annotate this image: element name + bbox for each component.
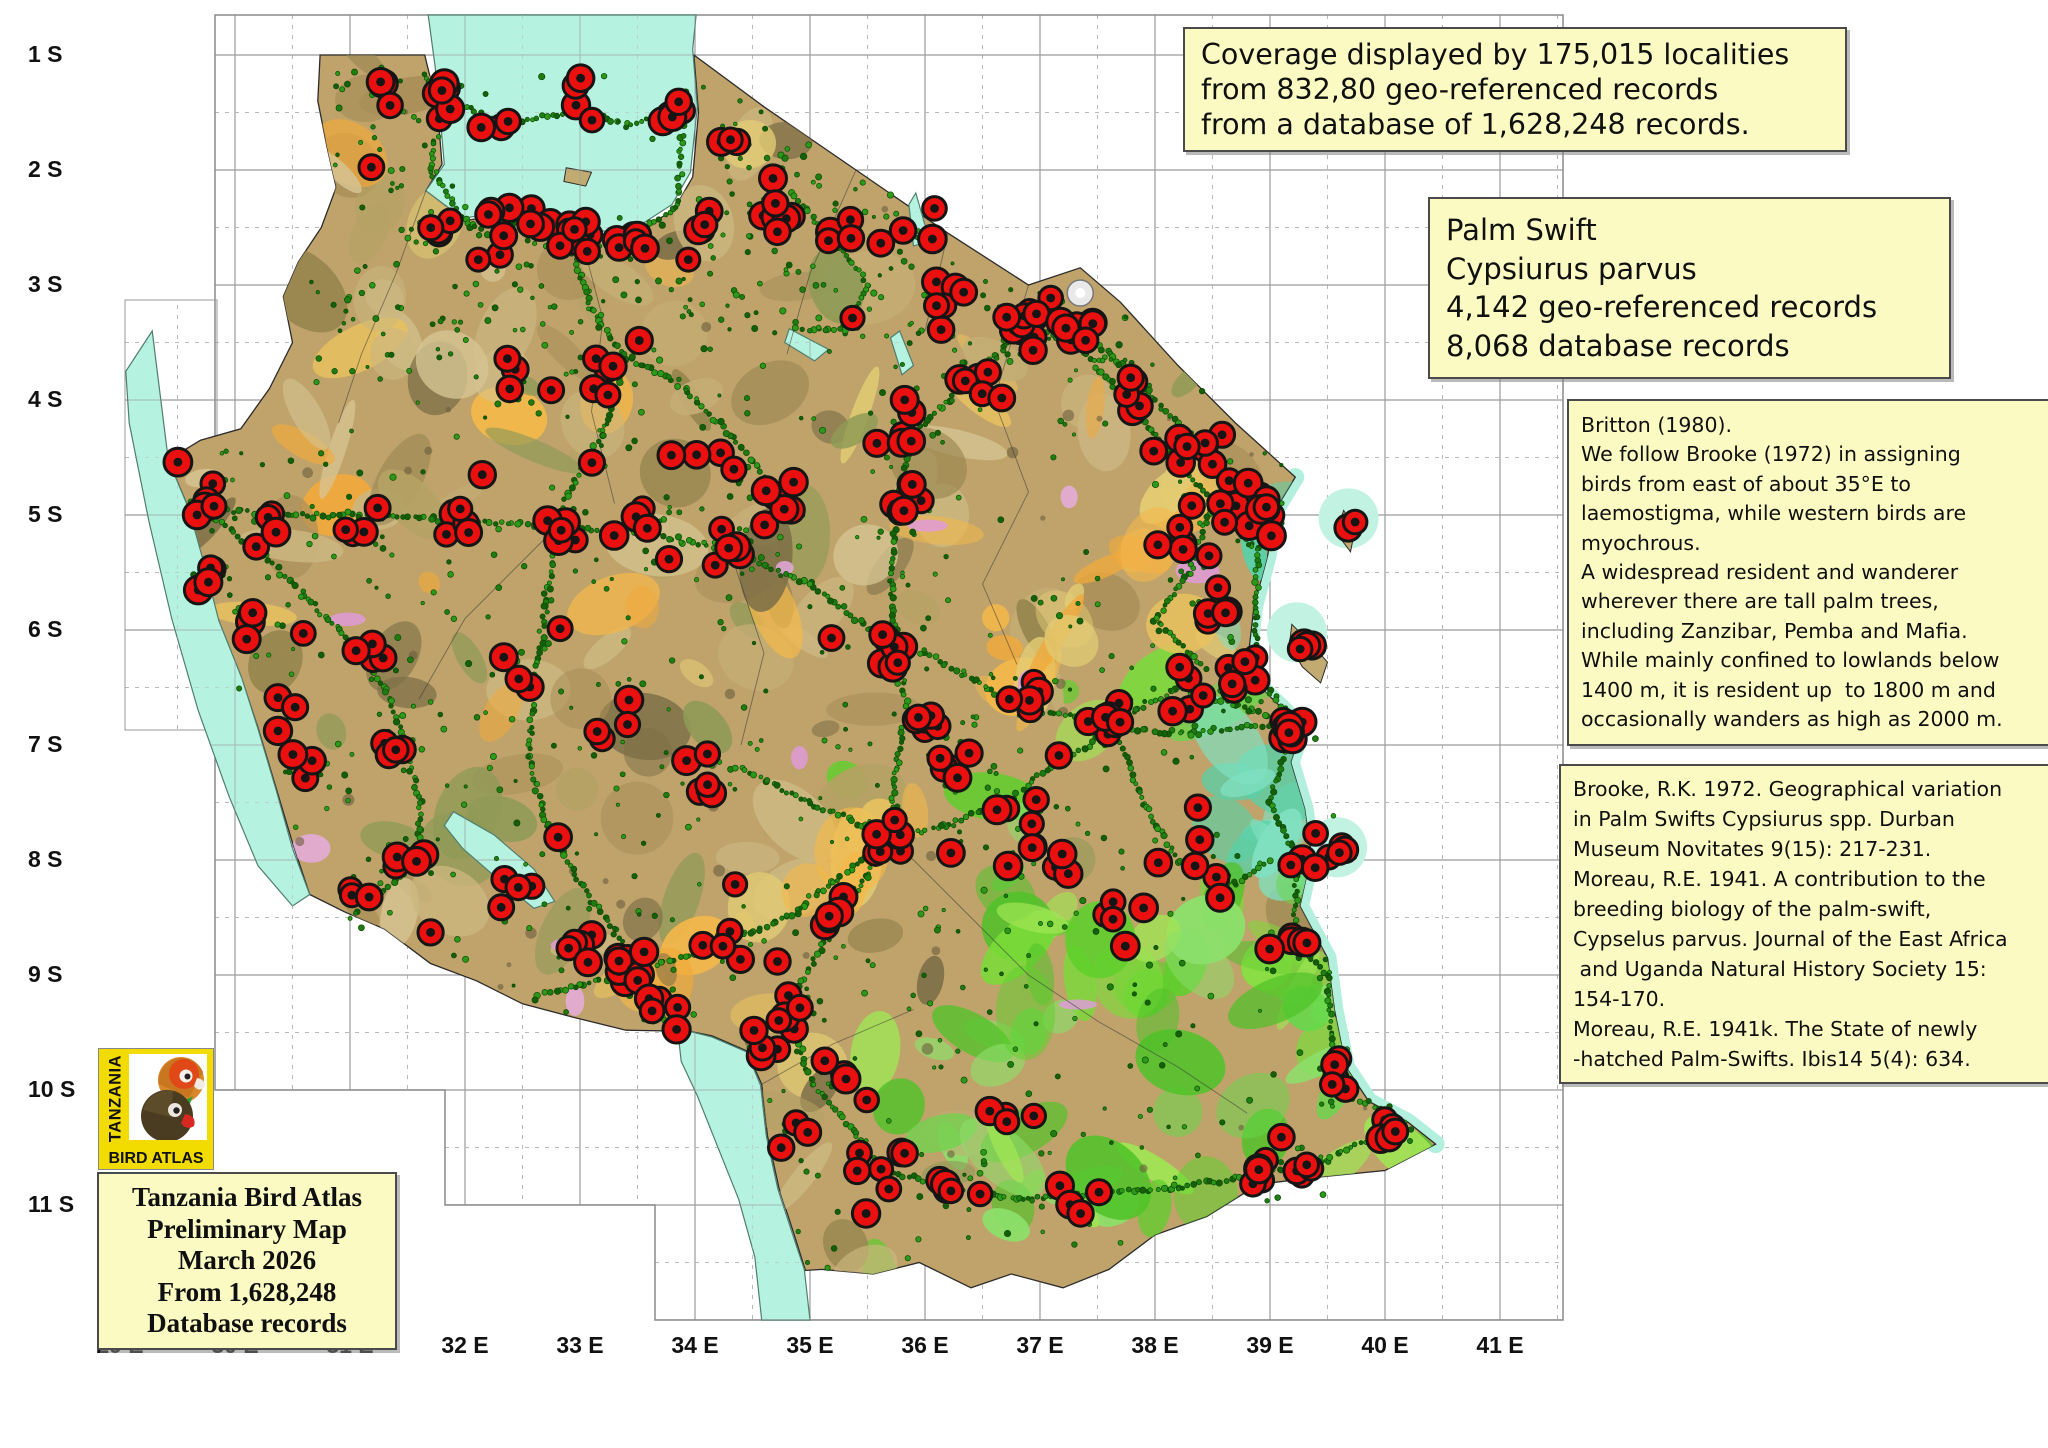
lon-axis-label: 37 E [1016,1332,1064,1358]
lon-axis-label: 36 E [901,1332,949,1358]
notes-line: wherever there are tall palm trees, [1581,589,1939,614]
footer-count2: Database records [147,1308,347,1338]
reference-line: in Palm Swifts Cypsiurus spp. Durban [1573,807,1955,831]
footer-title: Tanzania Bird Atlas [131,1182,363,1212]
lat-axis-label: 4 S [28,386,63,412]
lon-axis-label: 34 E [671,1332,719,1358]
reference-line: Moreau, R.E. 1941k. The State of newly [1573,1017,1978,1041]
lat-axis-label: 1 S [28,41,63,67]
reference-line: Moreau, R.E. 1941. A contribution to the [1573,867,1986,891]
species-notes-box: Britton (1980). We follow Brooke (1972) … [1567,399,2048,747]
notes-line: We follow Brooke (1972) in assigning [1581,442,1961,467]
notes-line: birds from east of about 35°E to [1581,471,1911,496]
coverage-line: Coverage displayed by 175,015 localities [1201,38,1790,71]
reference-line: Museum Novitates 9(15): 217-231. [1573,837,1932,861]
lat-axis-label: 3 S [28,271,63,297]
footer-date: March 2026 [177,1245,317,1275]
species-info-box: Palm Swift Cypsiurus parvus 4,142 geo-re… [1428,197,1951,379]
notes-line: Britton (1980). [1581,413,1732,437]
atlas-footer-box: Tanzania Bird Atlas Preliminary Map Marc… [97,1172,397,1350]
logo-bottom-text: BIRD ATLAS [108,1150,204,1167]
lat-axis-label: 2 S [28,156,63,182]
lon-axis-label: 32 E [441,1332,489,1358]
lon-axis-label: 41 E [1476,1332,1524,1358]
lat-axis-label: 9 S [28,961,63,987]
species-name: Palm Swift [1446,213,1597,247]
notes-line: including Zanzibar, Pemba and Mafia. [1581,618,1968,643]
lon-axis-label: 35 E [786,1332,834,1358]
reference-line: breeding biology of the palm-swift, [1573,897,1932,921]
lat-axis-label: 6 S [28,616,63,642]
logo-vertical-text: TANZANIA [106,1054,125,1143]
species-latin-name: Cypsiurus parvus [1446,251,1697,286]
lat-axis-label: 8 S [28,846,63,872]
notes-line: A widespread resident and wanderer [1581,560,1959,585]
reference-line: -hatched Palm-Swifts. Ibis14 5(4): 634. [1573,1047,1971,1071]
coverage-line: from 832,80 geo-referenced records [1201,73,1719,106]
lat-axis-label: 7 S [28,731,63,757]
species-georef-count: 4,142 geo-referenced records [1446,290,1878,324]
notes-line: While mainly confined to lowlands below [1581,648,2000,673]
lat-axis-label: 5 S [28,501,63,527]
lovebirds-icon [129,1054,207,1140]
lon-axis-label: 40 E [1361,1332,1409,1358]
lat-axis-label: 11 S [28,1191,75,1217]
reference-line: and Uganda Natural History Society 15: [1573,957,1987,981]
coverage-line: from a database of 1,628,248 records. [1201,108,1750,141]
lat-axis-label: 10 S [28,1076,76,1102]
species-db-count: 8,068 database records [1446,328,1790,363]
lon-axis-label: 38 E [1131,1332,1179,1358]
notes-line: occasionally wanders as high as 2000 m. [1581,707,2003,732]
notes-line: 1400 m, it is resident up to 1800 m and [1581,677,1996,702]
footer-count: From 1,628,248 [157,1276,337,1307]
notes-line: myochrous. [1581,530,1701,555]
notes-line: laemostigma, while western birds are [1581,501,1967,526]
coverage-info-box: Coverage displayed by 175,015 localities… [1183,27,1847,152]
reference-line: Brooke, R.K. 1972. Geographical variatio… [1573,777,2003,801]
lon-axis-label: 33 E [556,1332,604,1358]
tanzania-bird-atlas-logo: TANZANIA BIRD ATLAS [98,1048,214,1170]
footer-subtitle: Preliminary Map [147,1213,347,1244]
reference-line: 154-170. [1573,987,1666,1011]
references-box: Brooke, R.K. 1972. Geographical variatio… [1559,764,2048,1084]
lon-axis-label: 39 E [1246,1332,1294,1358]
reference-line: Cypselus parvus. Journal of the East Afr… [1573,927,2008,951]
